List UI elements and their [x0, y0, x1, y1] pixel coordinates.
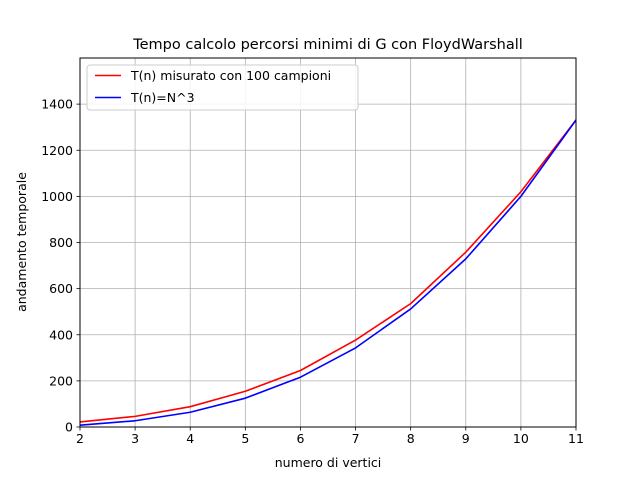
series-layer	[79, 119, 577, 426]
y-tick-label: 1000	[41, 189, 73, 204]
y-axis-ticks: 0 200 400 600 800 1000 1200 1400	[41, 97, 80, 435]
x-axis-label: numero di vertici	[275, 455, 382, 470]
x-tick-label: 3	[131, 431, 139, 446]
y-tick-label: 200	[49, 373, 73, 388]
y-axis-label: andamento temporale	[14, 172, 29, 312]
y-tick-label: 600	[49, 281, 73, 296]
y-tick-label: 1400	[41, 97, 73, 112]
chart-title: Tempo calcolo percorsi minimi di G con F…	[132, 37, 523, 53]
legend-box	[86, 64, 359, 111]
x-tick-label: 7	[352, 431, 360, 446]
x-tick-label: 11	[568, 431, 584, 446]
y-tick-label: 0	[65, 420, 73, 435]
x-tick-label: 6	[296, 431, 304, 446]
x-tick-label: 10	[513, 431, 529, 446]
x-tick-label: 2	[76, 431, 84, 446]
series-line-measured	[79, 119, 577, 423]
y-tick-label: 1200	[41, 143, 73, 158]
x-tick-label: 9	[462, 431, 470, 446]
y-tick-label: 800	[49, 235, 73, 250]
x-tick-label: 5	[241, 431, 249, 446]
series-line-theoretical	[79, 119, 577, 426]
x-tick-label: 8	[407, 431, 415, 446]
legend-label-theoretical: T(n)=N^3	[130, 90, 195, 105]
y-tick-label: 400	[49, 327, 73, 342]
x-tick-label: 4	[186, 431, 194, 446]
legend: T(n) misurato con 100 campioni T(n)=N^3	[86, 64, 359, 111]
x-axis-ticks: 2 3 4 5 6 7 8 9 10 11	[76, 427, 584, 446]
legend-label-measured: T(n) misurato con 100 campioni	[130, 68, 331, 83]
